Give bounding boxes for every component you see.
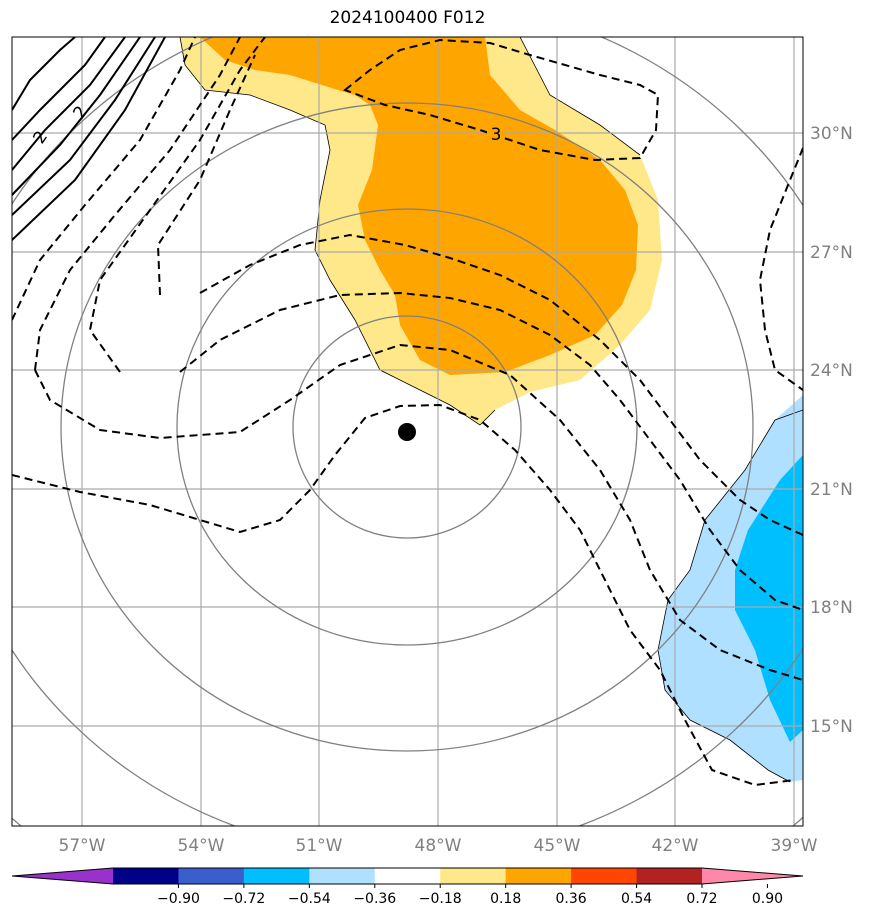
lat-label: 21°N bbox=[810, 480, 853, 500]
lon-label: 51°W bbox=[296, 836, 343, 856]
lon-label: 39°W bbox=[771, 836, 818, 856]
lon-label: 57°W bbox=[59, 836, 106, 856]
colorbar-tick-label: −0.54 bbox=[288, 891, 331, 907]
colorbar-segment bbox=[374, 868, 441, 884]
colorbar-tick-label: −0.18 bbox=[419, 891, 462, 907]
colorbar-segment bbox=[505, 868, 572, 884]
colorbar-segment bbox=[440, 868, 507, 884]
colorbar-segment bbox=[243, 868, 310, 884]
outline-negative bbox=[657, 409, 803, 783]
colorbar-tick-label: 0.54 bbox=[621, 891, 652, 907]
outline-positive-2 bbox=[519, 37, 641, 156]
contour-label: 3 bbox=[491, 125, 502, 145]
colorbar-tick-label: −0.90 bbox=[157, 891, 200, 907]
colorbar-extend-high bbox=[702, 868, 803, 884]
storm-center-marker bbox=[398, 423, 416, 441]
colorbar: −0.90 −0.72 −0.54 −0.36 −0.18 0.18 0.36 0.54 0.7… bbox=[11, 867, 804, 907]
lat-label: 18°N bbox=[810, 598, 853, 618]
lat-label: 27°N bbox=[810, 243, 853, 263]
colorbar-segment bbox=[571, 868, 638, 884]
colorbar-tick-label: 0.72 bbox=[686, 891, 717, 907]
lon-label: 54°W bbox=[178, 836, 225, 856]
colorbar-segment bbox=[113, 868, 179, 884]
map-title: 2024100400 F012 bbox=[329, 8, 486, 28]
colorbar-outline bbox=[11, 867, 804, 885]
solid-contours bbox=[12, 37, 166, 241]
colorbar-segment bbox=[636, 868, 703, 884]
contour-label: 2 bbox=[70, 102, 93, 122]
colorbar-segment bbox=[309, 868, 376, 884]
lon-label: 48°W bbox=[415, 836, 462, 856]
colorbar-segment bbox=[178, 868, 245, 884]
graticule bbox=[12, 37, 803, 826]
colorbar-tick-label: 0.18 bbox=[490, 891, 521, 907]
lon-label: 42°W bbox=[652, 836, 699, 856]
shade-positive-dark bbox=[200, 37, 638, 375]
lat-label: 24°N bbox=[810, 361, 853, 381]
colorbar-tick-label: −0.36 bbox=[353, 891, 396, 907]
map-frame bbox=[11, 36, 804, 827]
longitude-labels: 57°W 54°W 51°W 48°W 45°W 42°W 39°W bbox=[59, 836, 818, 856]
dashed-contours bbox=[12, 37, 803, 787]
lat-label: 15°N bbox=[810, 717, 853, 737]
lon-label: 45°W bbox=[534, 836, 581, 856]
colorbar-tick-label: 0.90 bbox=[752, 891, 783, 907]
colorbar-extend-low bbox=[12, 868, 113, 884]
colorbar-tick-label: −0.72 bbox=[222, 891, 265, 907]
latitude-labels: 30°N 27°N 24°N 21°N 18°N 15°N bbox=[810, 124, 853, 737]
colorbar-tick-label: 0.36 bbox=[556, 891, 587, 907]
lat-label: 30°N bbox=[810, 124, 853, 144]
